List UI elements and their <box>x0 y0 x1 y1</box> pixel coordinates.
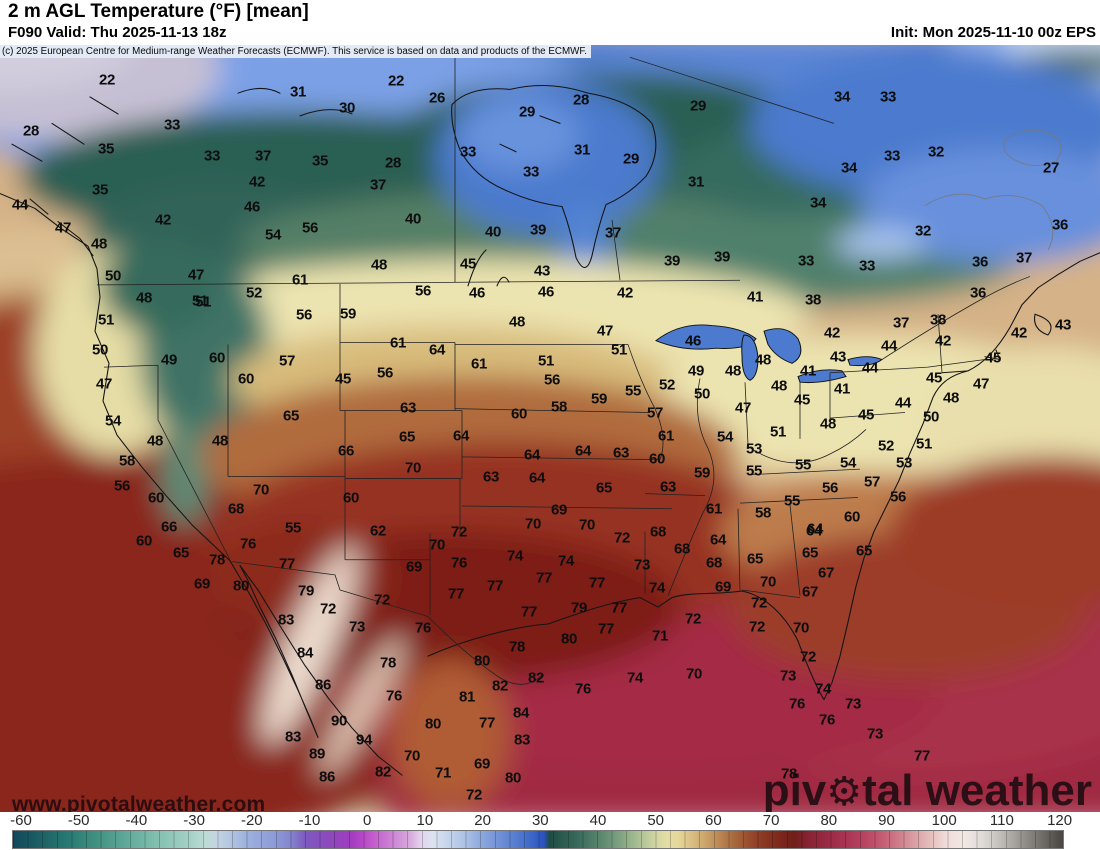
brand-watermark: piv⚙tal weather <box>763 766 1092 816</box>
brand-text-left: piv <box>762 766 827 815</box>
color-scale-tick-label: 50 <box>647 812 665 829</box>
color-scale-tick-label: 90 <box>878 812 895 829</box>
color-scale: -60 -50 -40 -30 -20 -10 0 10 20 30 40 50 60 70 80 90 100… <box>0 812 1100 850</box>
color-scale-segments <box>13 831 1063 848</box>
color-scale-tick-label: 100 <box>931 812 957 829</box>
color-scale-tick-label: 10 <box>416 812 434 829</box>
color-scale-tick-label: 110 <box>989 812 1014 829</box>
color-scale-tick-label: -60 <box>10 812 32 829</box>
valid-time-label: F090 Valid: Thu 2025-11-13 18z <box>8 24 227 41</box>
temperature-map <box>0 45 1100 812</box>
brand-text-right: tal weather <box>862 766 1092 815</box>
color-scale-ticks: -60 -50 -40 -30 -20 -10 0 10 20 30 40 50 60 70 80 90 100… <box>0 812 1100 830</box>
color-scale-tick-label: -50 <box>67 812 90 829</box>
temperature-field-svg <box>0 45 1100 812</box>
color-scale-tick-label: -20 <box>240 812 263 829</box>
gear-icon: ⚙ <box>826 770 863 814</box>
color-scale-tick-label: 80 <box>820 812 838 829</box>
color-scale-bar <box>12 830 1064 849</box>
color-scale-tick-label: 70 <box>762 812 780 829</box>
website-watermark: www.pivotalweather.com <box>12 793 266 816</box>
copyright-strip: (c) 2025 European Centre for Medium-rang… <box>0 45 591 58</box>
color-scale-tick-label: 40 <box>589 812 607 829</box>
color-scale-tick-label: 120 <box>1047 812 1073 829</box>
color-scale-tick-label: -10 <box>298 812 321 829</box>
color-scale-tick-label: 20 <box>474 812 491 829</box>
page-title: 2 m AGL Temperature (°F) [mean] <box>8 1 309 22</box>
color-scale-tick-label: 30 <box>531 812 549 829</box>
init-time-label: Init: Mon 2025-11-10 00z EPS <box>890 24 1096 41</box>
color-scale-tick-label: 60 <box>705 812 722 829</box>
color-scale-tick-label: 0 <box>363 812 372 829</box>
map-header: 2 m AGL Temperature (°F) [mean] F090 Val… <box>0 0 1100 45</box>
color-scale-tick-label: -40 <box>125 812 148 829</box>
color-scale-tick-label: -30 <box>183 812 205 829</box>
